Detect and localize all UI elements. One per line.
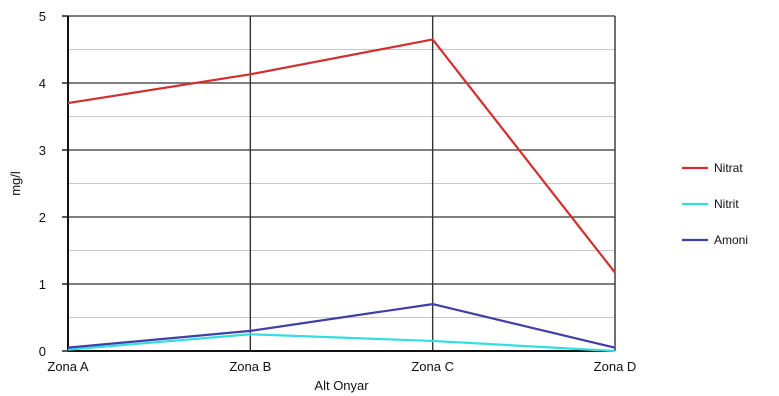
y-axis-ticks: 0 1 2 3 4 5 (39, 9, 68, 359)
y-tick-label: 5 (39, 9, 46, 24)
legend-label-amoni: Amoni (714, 233, 748, 247)
x-axis-ticks: Zona A Zona B Zona C Zona D (47, 359, 636, 374)
x-axis-title: Alt Onyar (314, 378, 369, 393)
series-line-amoni (67, 303, 616, 349)
series-line-nitrat (67, 38, 616, 274)
series-lines (67, 38, 616, 353)
y-tick-label: 3 (39, 143, 46, 158)
y-tick-label: 4 (39, 76, 46, 91)
x-tick-label: Zona B (229, 359, 271, 374)
legend-label-nitrat: Nitrat (714, 161, 743, 175)
series-line-nitrit (67, 333, 616, 353)
y-tick-label: 1 (39, 277, 46, 292)
y-tick-label: 2 (39, 210, 46, 225)
legend-label-nitrit: Nitrit (714, 197, 739, 211)
x-tick-label: Zona C (411, 359, 454, 374)
grid (67, 15, 616, 352)
x-tick-label: Zona A (47, 359, 89, 374)
legend: Nitrat Nitrit Amoni (682, 161, 748, 247)
y-tick-label: 0 (39, 344, 46, 359)
y-axis-title: mg/l (8, 171, 23, 196)
x-tick-label: Zona D (594, 359, 637, 374)
